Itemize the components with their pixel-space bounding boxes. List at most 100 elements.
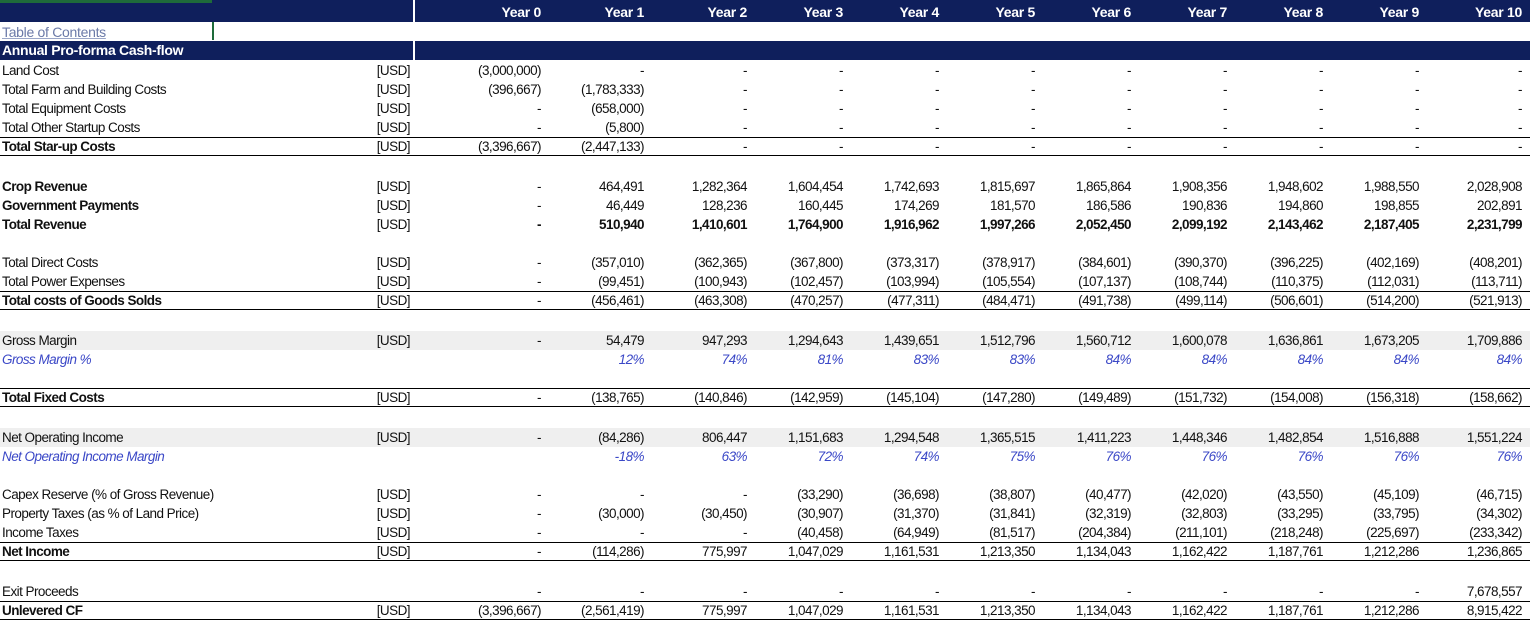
value-cell: (1,783,333) — [581, 82, 645, 97]
row-unit: [USD] — [376, 120, 411, 135]
value-cell: (402,169) — [1366, 255, 1419, 270]
total-bottom-border — [0, 560, 1530, 561]
value-cell: (31,370) — [893, 506, 939, 521]
value-cell: 128,236 — [702, 198, 748, 213]
row-unit: [USD] — [376, 430, 411, 445]
value-cell: - — [1415, 101, 1420, 116]
value-cell: 1,187,761 — [1267, 544, 1324, 559]
value-cell: (103,994) — [886, 274, 939, 289]
table-of-contents-link[interactable]: Table of Contents — [2, 24, 106, 40]
value-cell: - — [1031, 139, 1036, 154]
value-cell: (30,907) — [797, 506, 843, 521]
value-cell: 1,439,651 — [883, 333, 940, 348]
value-cell: - — [839, 63, 844, 78]
value-cell: 1,482,854 — [1267, 430, 1324, 445]
value-cell: - — [1127, 101, 1132, 116]
table-row: Gross Margin [USD] - 54,479 947,293 1,294,643… — [0, 331, 1530, 350]
value-cell: 174,269 — [894, 198, 940, 213]
row-label: Total Direct Costs — [2, 255, 98, 270]
value-cell: - — [537, 390, 542, 405]
value-cell: 464,491 — [599, 179, 645, 194]
value-cell: 76% — [1201, 449, 1228, 464]
table-row: Total Star-up Costs [USD] (3,396,667) (2,44… — [0, 137, 1530, 156]
value-cell: (3,396,667) — [478, 139, 542, 154]
value-cell — [441, 350, 541, 369]
table-row: Total Equipment Costs [USD] - (658,000) - - - -… — [0, 99, 1530, 118]
value-cell: - — [1415, 584, 1420, 599]
value-cell: (46,715) — [1476, 487, 1522, 502]
row-unit: [USD] — [376, 333, 411, 348]
value-cell: - — [537, 430, 542, 445]
value-cell: - — [537, 506, 542, 521]
value-cell: 160,445 — [798, 198, 844, 213]
value-cell: - — [1319, 101, 1324, 116]
value-cell: (658,000) — [591, 101, 644, 116]
year-header-7: Year 7 — [1187, 4, 1228, 20]
value-cell: 510,940 — [599, 217, 645, 232]
row-label: Net Operating Income Margin — [2, 449, 165, 464]
row-label: Income Taxes — [2, 525, 79, 540]
row-label: Total Equipment Costs — [2, 101, 126, 116]
value-cell: - — [839, 82, 844, 97]
row-unit: [USD] — [376, 179, 411, 194]
value-cell: 2,143,462 — [1267, 217, 1324, 232]
value-cell: - — [743, 584, 748, 599]
table-row: Crop Revenue [USD] - 464,491 1,282,364 1,604,… — [0, 177, 1530, 196]
value-cell: 1,908,356 — [1171, 179, 1228, 194]
value-cell: - — [1319, 139, 1324, 154]
year-header-6: Year 6 — [1091, 4, 1132, 20]
row-label: Total Other Startup Costs — [2, 120, 140, 135]
value-cell — [441, 447, 541, 466]
value-cell: (147,280) — [982, 390, 1035, 405]
value-cell: (154,008) — [1270, 390, 1323, 405]
value-cell: - — [1518, 101, 1523, 116]
value-cell: (33,290) — [797, 487, 843, 502]
value-cell: - — [1518, 120, 1523, 135]
section-header-bar-right — [415, 41, 1530, 60]
value-cell: - — [1127, 584, 1132, 599]
value-cell: 1,213,350 — [979, 603, 1036, 618]
value-cell: (218,248) — [1270, 525, 1323, 540]
value-cell: 83% — [913, 352, 940, 367]
value-cell: 72% — [817, 449, 844, 464]
value-cell: 1,161,531 — [883, 603, 940, 618]
value-cell: 194,860 — [1278, 198, 1324, 213]
value-cell: - — [839, 120, 844, 135]
cell-cursor — [212, 22, 214, 40]
value-cell: 1,047,029 — [787, 603, 844, 618]
value-cell: 1,604,454 — [787, 179, 844, 194]
value-cell: - — [1031, 120, 1036, 135]
value-cell: - — [537, 274, 542, 289]
value-cell: (514,200) — [1366, 293, 1419, 308]
value-cell: - — [1518, 82, 1523, 97]
value-cell: 46,449 — [606, 198, 645, 213]
value-cell: - — [537, 333, 542, 348]
value-cell: (463,308) — [694, 293, 747, 308]
value-cell: (204,384) — [1078, 525, 1131, 540]
value-cell: 202,891 — [1477, 198, 1523, 213]
value-cell: 1,512,796 — [979, 333, 1036, 348]
table-row: Property Taxes (as % of Land Price) [USD]… — [0, 504, 1530, 523]
value-cell: - — [1031, 101, 1036, 116]
value-cell: 1,294,548 — [883, 430, 940, 445]
value-cell: (30,450) — [701, 506, 747, 521]
value-cell: 54,479 — [606, 333, 645, 348]
value-cell: 1,410,601 — [691, 217, 748, 232]
value-cell: 1,916,962 — [883, 217, 940, 232]
value-cell: (34,302) — [1476, 506, 1522, 521]
row-unit: [USD] — [376, 274, 411, 289]
value-cell: (138,765) — [591, 390, 644, 405]
row-unit: [USD] — [376, 603, 411, 618]
table-row: Net Operating Income Margin -18% 63% 72% 74%… — [0, 447, 1530, 466]
value-cell: - — [935, 139, 940, 154]
row-label: Land Cost — [2, 63, 59, 78]
value-cell: 181,570 — [990, 198, 1036, 213]
value-cell: 2,028,908 — [1466, 179, 1523, 194]
year-header-3: Year 3 — [803, 4, 844, 20]
value-cell: 1,948,602 — [1267, 179, 1324, 194]
row-unit: [USD] — [376, 139, 411, 154]
value-cell: (114,286) — [592, 544, 644, 559]
row-label: Gross Margin — [2, 333, 77, 348]
value-cell: 12% — [618, 352, 645, 367]
value-cell: - — [743, 101, 748, 116]
